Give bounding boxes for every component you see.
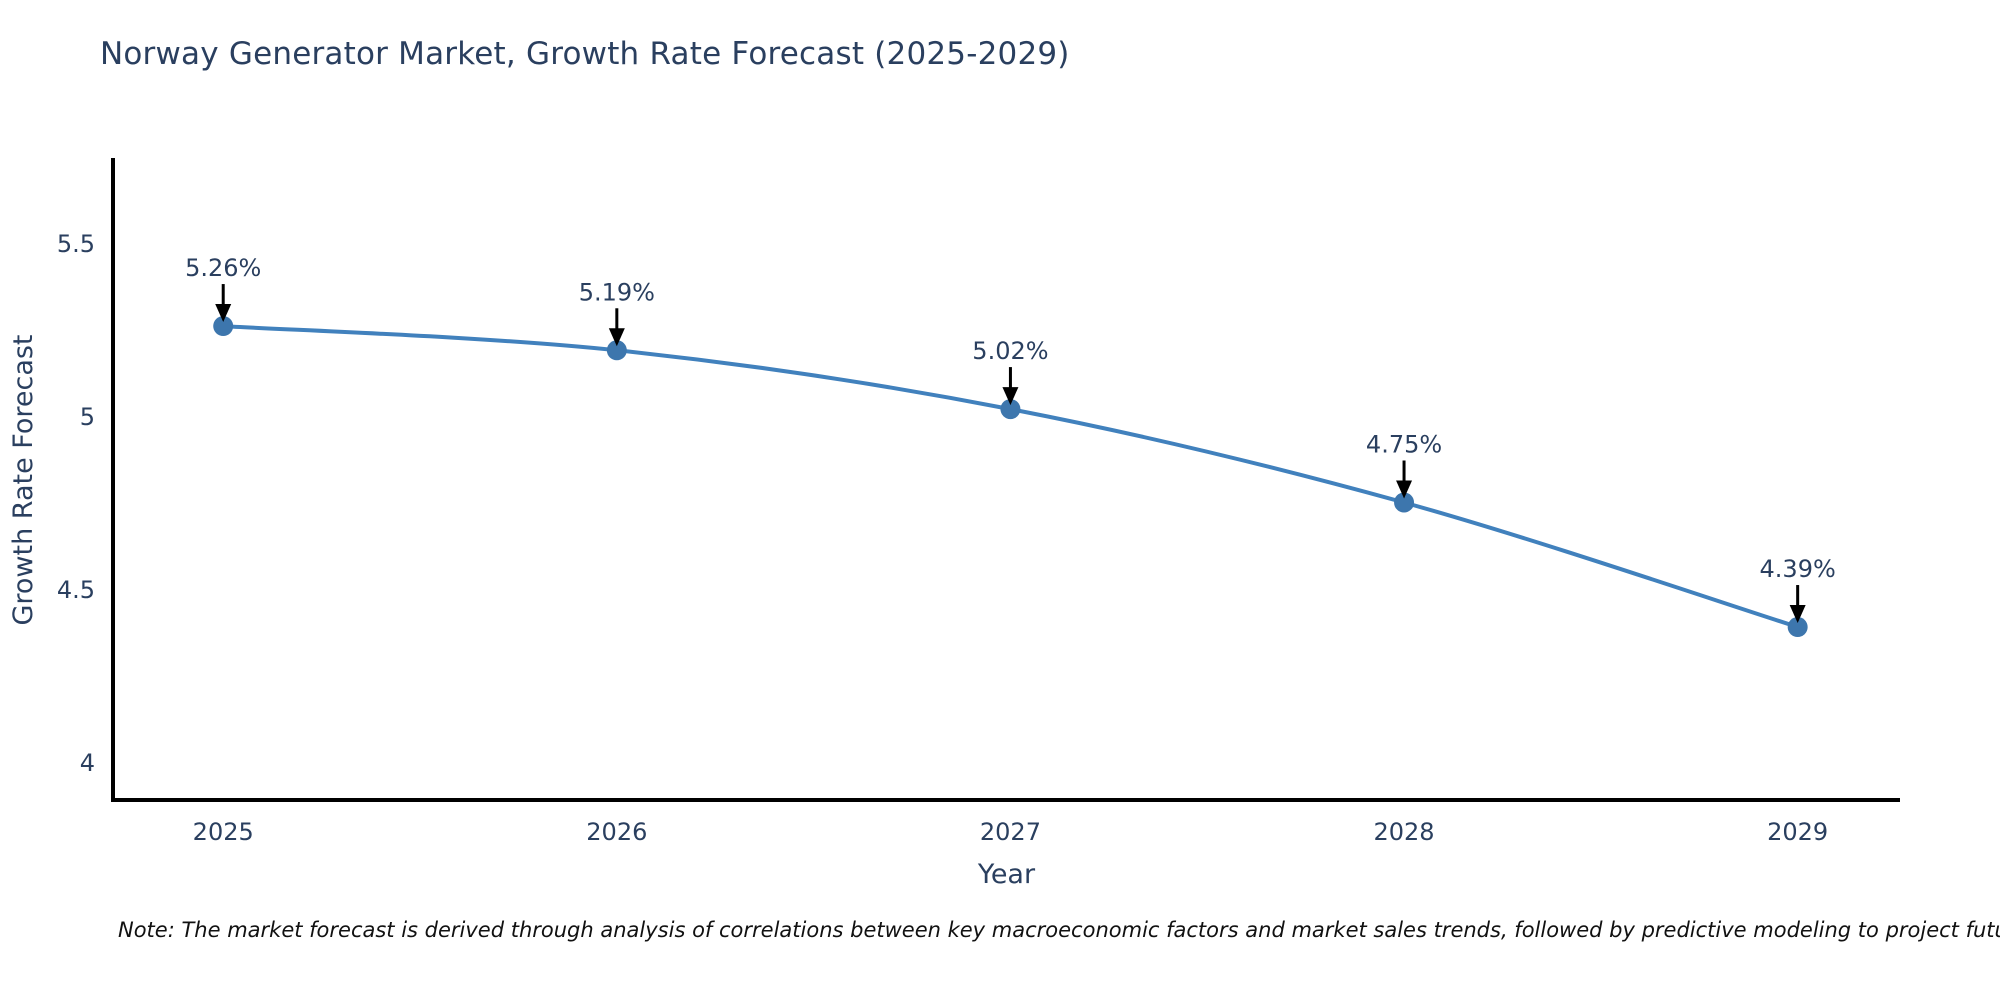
annotation-arrowhead-icon xyxy=(608,328,625,347)
data-point-2028 xyxy=(1394,492,1415,513)
annotation-arrowhead-icon xyxy=(1789,605,1806,624)
annotation-label-2025: 5.26% xyxy=(185,254,261,282)
data-point-2029 xyxy=(1787,617,1808,638)
data-point-2025 xyxy=(213,316,234,337)
annotation-arrowhead-icon xyxy=(1002,387,1019,406)
x-tick-label: 2025 xyxy=(193,818,254,846)
axis-lines xyxy=(111,158,1900,802)
y-axis-title: Growth Rate Forecast xyxy=(8,334,39,625)
x-axis-title: Year xyxy=(977,859,1036,890)
annotation-label-2027: 5.02% xyxy=(972,337,1048,365)
x-tick-label: 2026 xyxy=(586,818,647,846)
x-tick-label: 2027 xyxy=(980,818,1041,846)
annotation-label-2028: 4.75% xyxy=(1366,430,1442,458)
x-tick-label: 2029 xyxy=(1767,818,1828,846)
chart-footnote: Note: The market forecast is derived thr… xyxy=(118,918,2000,942)
annotation-label-2029: 4.39% xyxy=(1760,555,1836,583)
y-tick-label: 4 xyxy=(80,749,95,777)
y-tick-label: 5 xyxy=(80,403,95,431)
annotation-arrowhead-icon xyxy=(215,304,232,323)
y-tick-label: 5.5 xyxy=(57,230,95,258)
data-point-2026 xyxy=(606,340,627,361)
annotation-label-2026: 5.19% xyxy=(579,278,655,306)
data-point-2027 xyxy=(1000,399,1021,420)
y-tick-label: 4.5 xyxy=(57,576,95,604)
x-tick-label: 2028 xyxy=(1374,818,1435,846)
annotation-arrowhead-icon xyxy=(1396,480,1413,499)
chart-title: Norway Generator Market, Growth Rate For… xyxy=(100,36,1070,72)
